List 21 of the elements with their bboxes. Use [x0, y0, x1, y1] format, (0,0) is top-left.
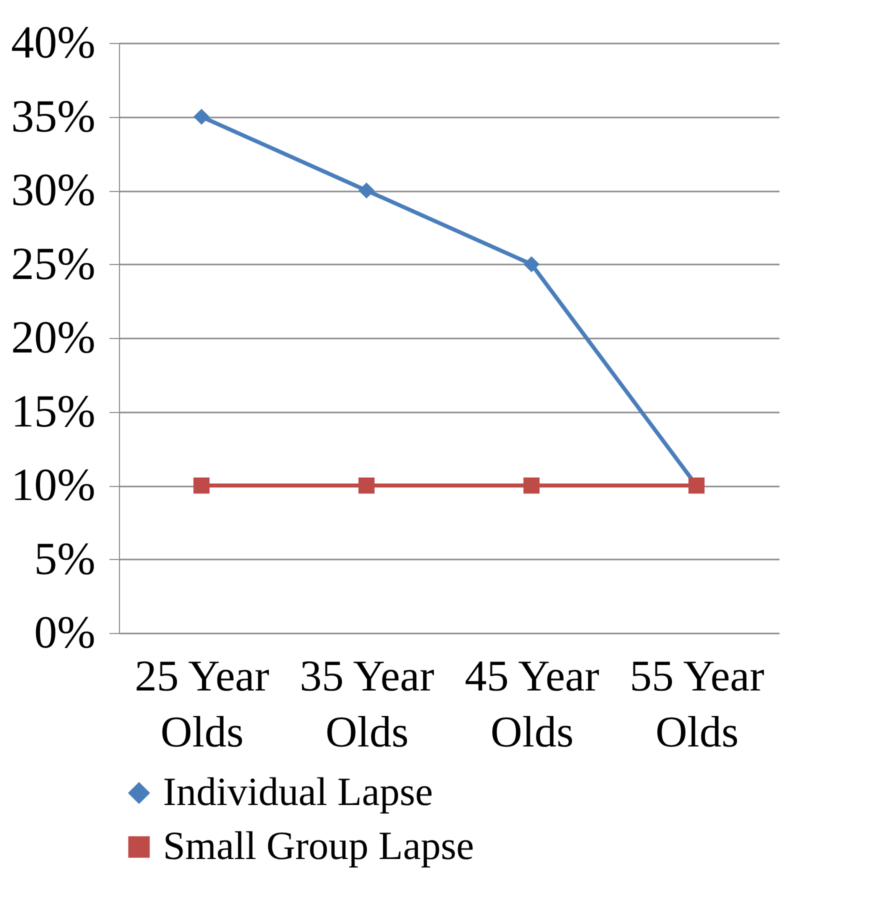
point	[358, 477, 375, 494]
y-tick-label: 5%	[34, 532, 96, 584]
x-tick-label: 35 Year Olds	[300, 652, 435, 756]
legend-label: Small Group Lapse	[163, 823, 474, 868]
y-tick-label: 15%	[11, 385, 96, 436]
x-tick-label: 25 Year Olds	[134, 652, 270, 756]
y-tick-label: 20%	[11, 312, 96, 362]
point	[193, 108, 210, 125]
point	[523, 256, 540, 272]
y-tick-label: 40%	[11, 16, 96, 68]
y-tick-label: 10%	[11, 459, 96, 510]
y-tick-label: 35%	[11, 90, 96, 142]
y-tick-label: 30%	[11, 164, 96, 215]
y-tick-label: 25%	[11, 238, 96, 289]
x-tick-label: 55 Year Olds	[630, 652, 765, 756]
y-tick-label: 0%	[34, 606, 96, 658]
legend-label: Individual Lapse	[163, 769, 433, 814]
point	[523, 477, 540, 494]
point	[193, 477, 210, 494]
x-tick-label: 45 Year Olds	[464, 652, 600, 756]
point	[358, 182, 375, 199]
